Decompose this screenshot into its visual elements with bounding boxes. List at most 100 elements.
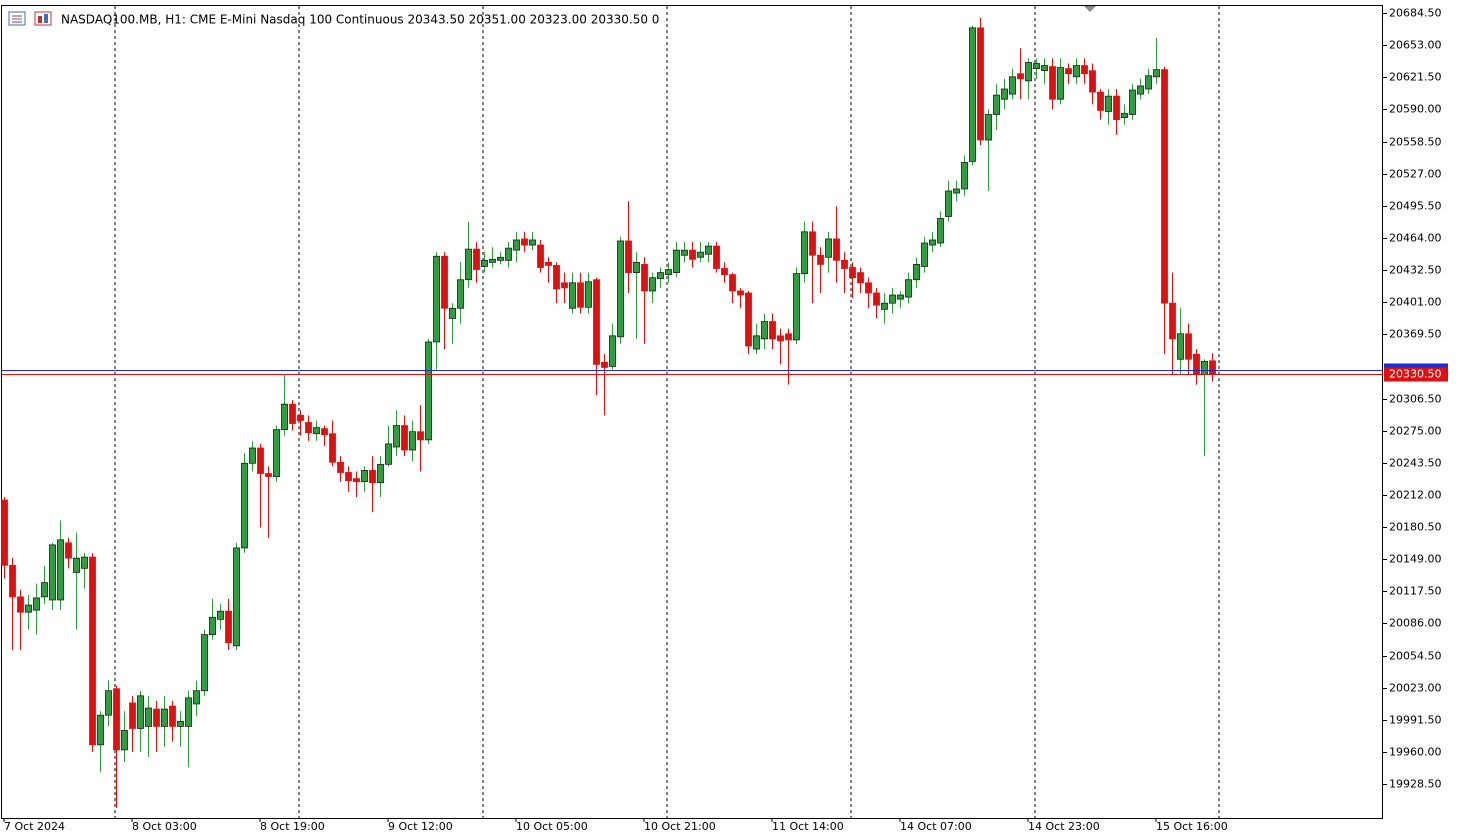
y-tick-label: 20495.50 [1389,200,1442,213]
candle-body [529,239,536,246]
candle-body [881,302,888,310]
candle-body [945,190,952,217]
candle-body [377,463,384,484]
candle-body [993,94,1000,115]
candle-body [249,447,256,464]
candle-body [1057,67,1064,100]
y-tick-label: 20684.50 [1389,7,1442,20]
candle-body [73,557,80,573]
candle-body [553,265,560,290]
candle-body [569,282,576,309]
candle-body [681,249,688,256]
candle-body [985,114,992,141]
candle-body [913,264,920,281]
candle-body [825,238,832,258]
candle-body [769,321,776,340]
candle-body [1137,85,1144,95]
candle-body [1049,66,1056,100]
candle-body [753,335,760,350]
candle-body [625,240,632,273]
candle-body [657,272,664,280]
candle-body [217,610,224,620]
candle-body [465,248,472,281]
candle-body [25,604,32,613]
candle-body [161,708,168,727]
y-tick-label: 20369.50 [1389,328,1442,341]
candle-body [457,279,464,309]
candle-body [1177,333,1184,360]
y-tick-label: 20086.00 [1389,617,1442,630]
x-tick-label: 10 Oct 21:00 [644,820,716,833]
candle-body [1129,89,1136,115]
candle-body [849,267,856,279]
shift-marker [1084,6,1096,12]
y-tick-label: 20401.00 [1389,296,1442,309]
candle-body [1073,65,1080,78]
y-tick-label: 19960.00 [1389,746,1442,759]
candle-body [1105,95,1112,112]
candle-body [113,688,120,751]
x-tick-label: 8 Oct 19:00 [260,820,325,833]
candle-body [857,272,864,284]
candle-body [961,162,968,190]
header: NASDAQ100.MB, H1: CME E-Mini Nasdaq 100 … [61,13,659,27]
candle-body [361,470,368,483]
candle-body [121,730,128,751]
x-tick-label: 10 Oct 05:00 [516,820,588,833]
candle-body [169,705,176,727]
candle-body [433,255,440,343]
candle-body [1081,65,1088,75]
candle-body [481,259,488,267]
candle-body [257,447,264,474]
candle-body [489,258,496,263]
y-tick-label: 20432.50 [1389,264,1442,277]
candle-body [593,279,600,365]
candle-body [1185,333,1192,360]
candle-body [1201,360,1208,375]
candle-body [65,542,72,559]
candle-body [129,702,136,729]
candle-body [577,282,584,308]
candle-body [721,268,728,276]
x-tick-label: 15 Oct 16:00 [1156,820,1228,833]
candle-body [809,231,816,256]
candle-body [937,218,944,244]
candle-body [745,292,752,347]
y-tick-label: 20023.00 [1389,682,1442,695]
candle-body [417,431,424,441]
candle-body [561,282,568,289]
y-tick-label: 20306.50 [1389,393,1442,406]
candle-body [265,473,272,477]
y-tick-label: 20212.00 [1389,489,1442,502]
y-tick-label: 20464.00 [1389,232,1442,245]
candle-body [505,247,512,261]
icon-bar [44,14,48,23]
plot-frame [1,5,1383,819]
candle-body [97,714,104,746]
candle-body [425,341,432,441]
candle-body [905,279,912,298]
candle-body [1113,95,1120,121]
candle-body [929,239,936,246]
candle-body [1033,63,1040,70]
x-tick-label: 14 Oct 07:00 [900,820,972,833]
candle-body [585,281,592,308]
candle-body [545,261,552,266]
candle-body [865,282,872,294]
candle-body [1041,65,1048,72]
y-tick-label: 19928.50 [1389,778,1442,791]
candle-body [705,245,712,255]
candle-body [713,245,720,269]
candle-body [369,470,376,484]
candle-body [889,294,896,304]
candle-body [185,697,192,727]
candle-body [897,294,904,300]
candle-body [313,427,320,435]
candle-body [521,238,528,246]
candle-body [281,403,288,431]
candle-body [665,269,672,276]
last-price-label: 20330.50 [1389,368,1442,381]
candle-body [297,414,304,421]
candle-body [737,290,744,296]
